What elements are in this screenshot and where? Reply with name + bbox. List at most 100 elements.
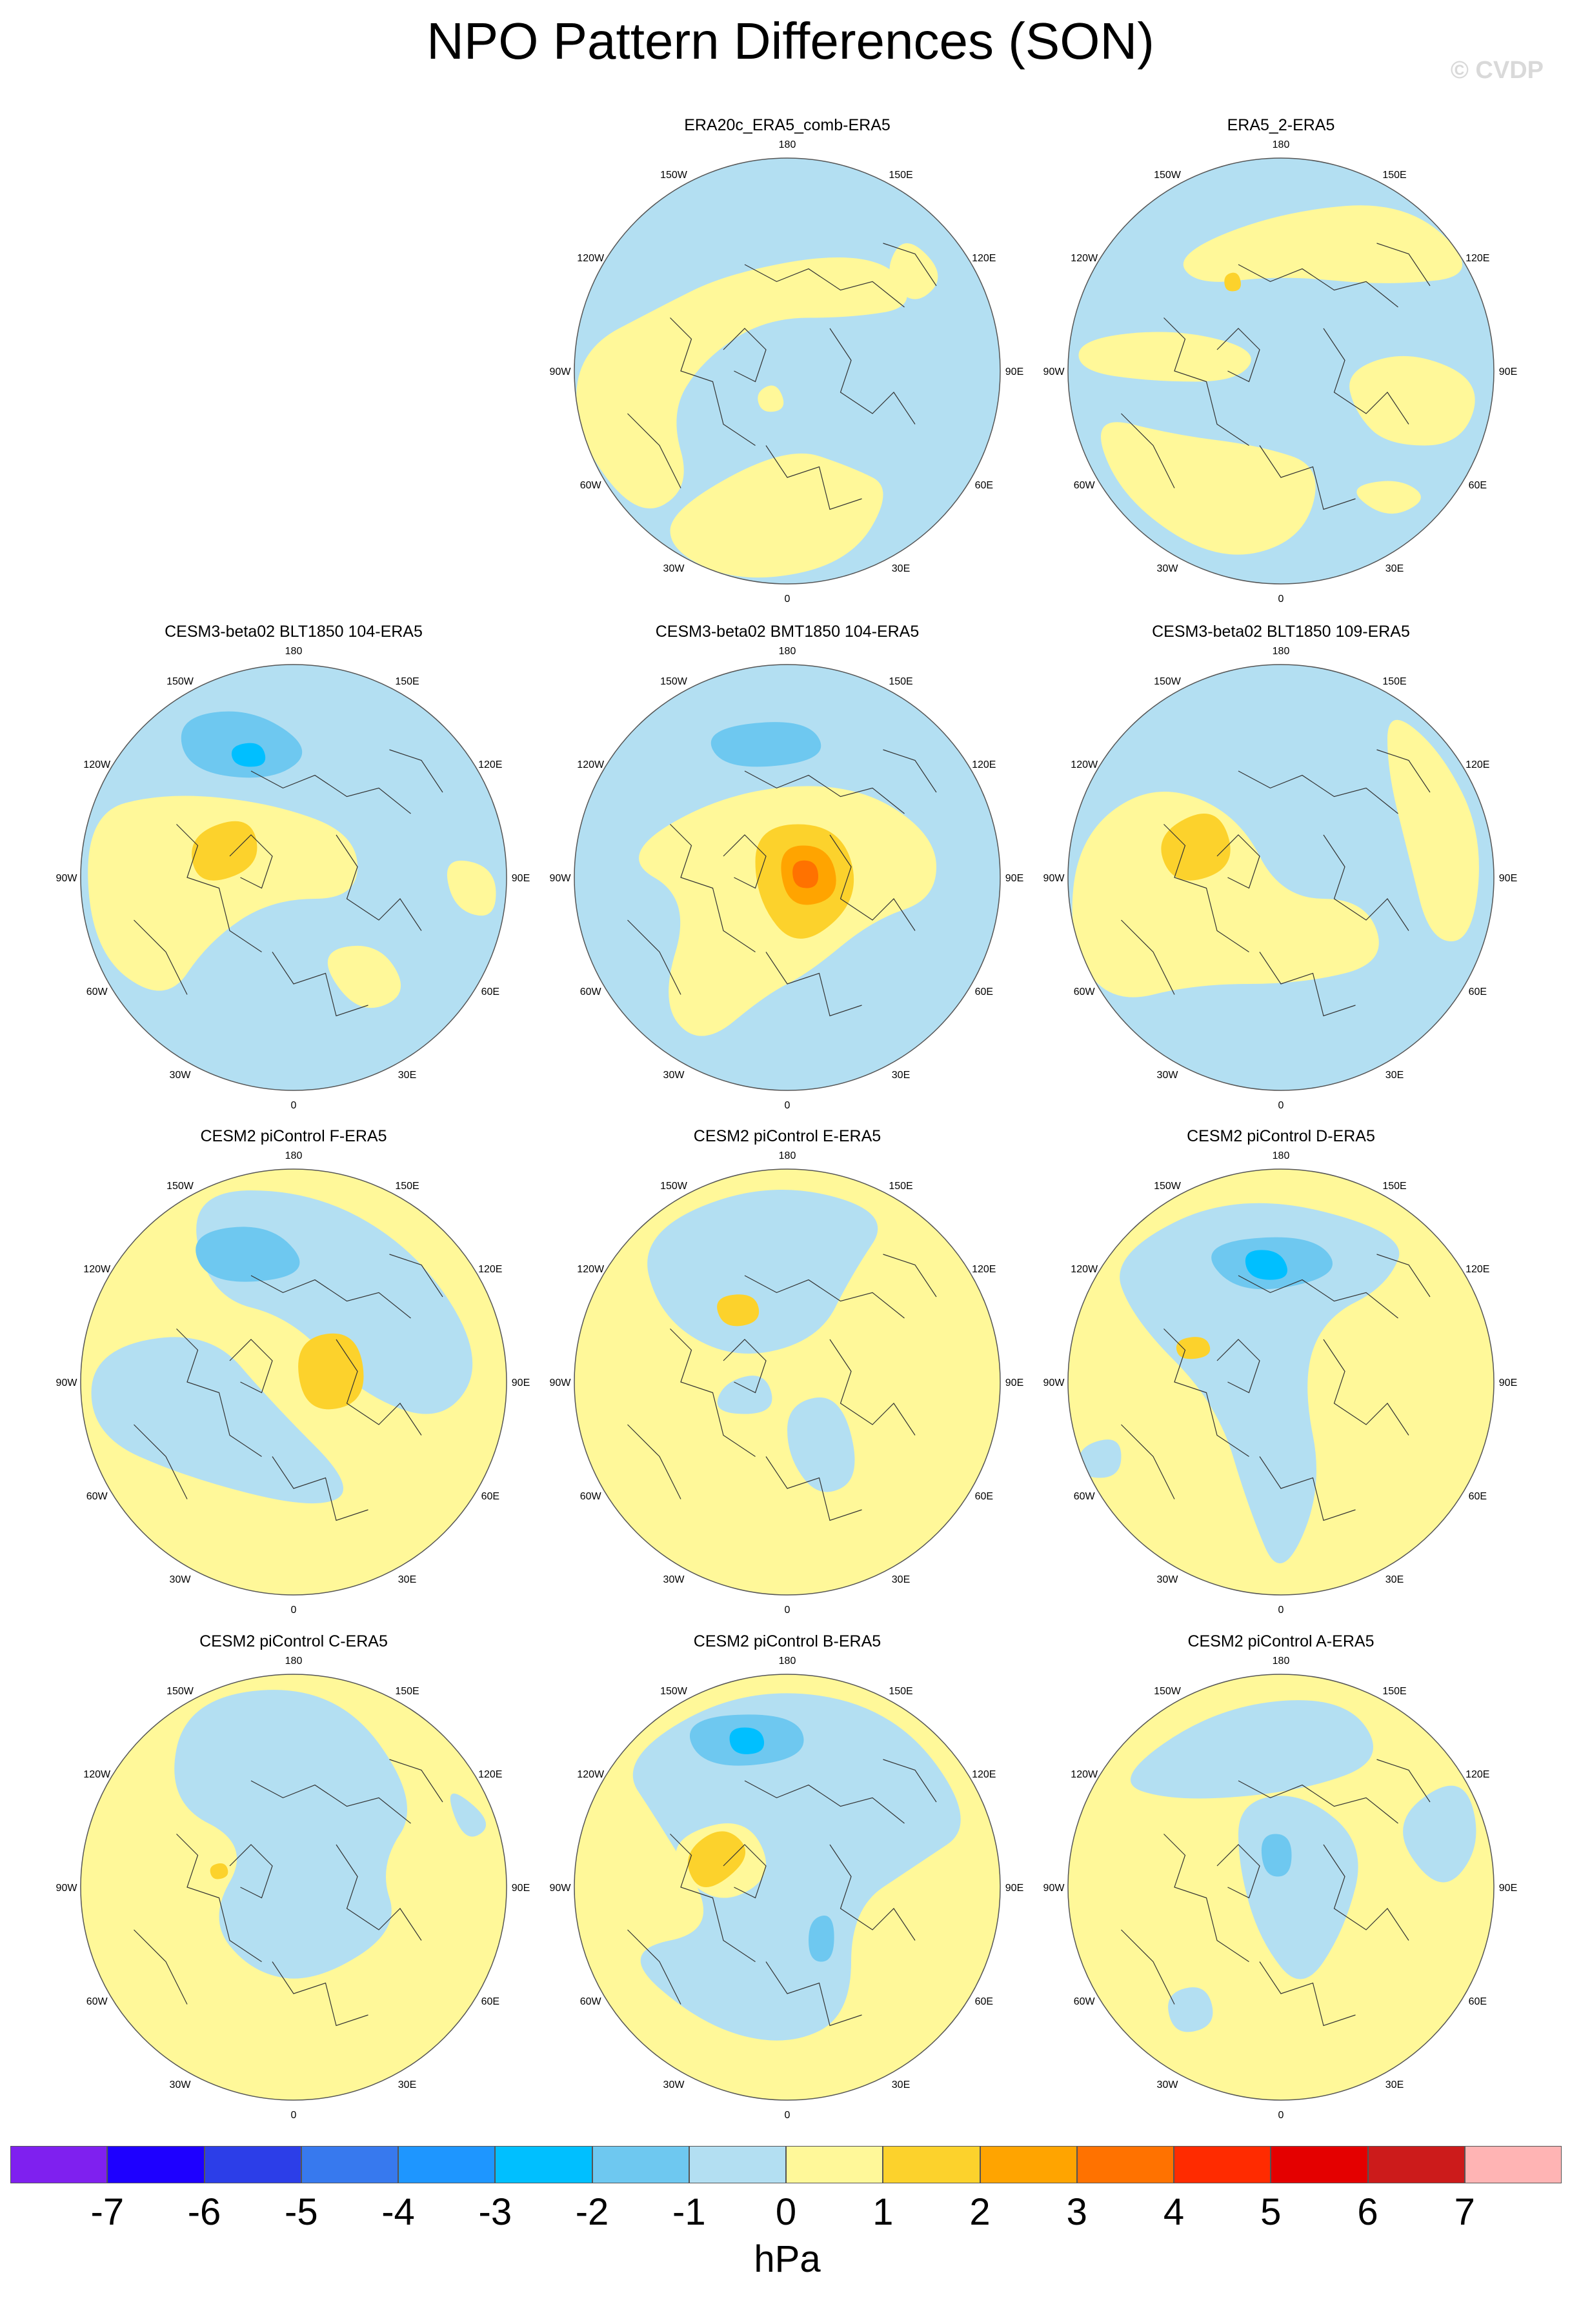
longitude-label: 60E: [975, 1491, 993, 1502]
coastline: [1376, 1759, 1431, 1803]
longitude-label: 90W: [1043, 873, 1065, 884]
longitude-label: 90W: [56, 1377, 78, 1388]
anomaly-region: [91, 1337, 343, 1504]
longitude-label: 90E: [1005, 366, 1023, 377]
longitude-label: 180: [1273, 1150, 1290, 1161]
panel-title: CESM2 piControl E-ERA5: [693, 1127, 881, 1145]
panel-title: ERA5_2-ERA5: [1227, 116, 1335, 134]
coastline: [1238, 770, 1398, 814]
panel-title: CESM2 piControl A-ERA5: [1187, 1632, 1375, 1650]
coastline: [1163, 1328, 1249, 1457]
polar-map: 180 150E 120E 90E 60E 30E 0 30W 60W 90W 120W 150W: [1043, 139, 1518, 605]
longitude-label: 180: [1273, 646, 1290, 657]
longitude-label: 30E: [1385, 1070, 1404, 1081]
anomaly-region: [758, 385, 784, 412]
longitude-label: 150W: [660, 676, 688, 687]
coastline: [1259, 952, 1356, 1017]
polar-map: 180 150E 120E 90E 60E 30E 0 30W 60W 90W 120W 150W: [56, 1150, 530, 1616]
anomaly-region: [1387, 719, 1479, 941]
coastline: [250, 1275, 411, 1319]
anomaly-region: [792, 860, 819, 888]
colorbar-tick-label: -2: [575, 2191, 609, 2233]
coastline: [1216, 1339, 1260, 1394]
longitude-label: 120E: [1465, 253, 1489, 264]
colorbar-swatch: [301, 2146, 399, 2183]
coastline: [670, 1328, 756, 1457]
coastline: [829, 328, 916, 425]
longitude-label: 180: [779, 1656, 796, 1667]
coastline: [250, 1780, 411, 1824]
longitude-label: 0: [785, 1100, 790, 1111]
coastline: [723, 1339, 767, 1394]
colorbar-swatch: [592, 2146, 689, 2183]
anomaly-region: [1078, 1439, 1122, 1478]
anomaly-region: [210, 1863, 228, 1879]
longitude-label: 90W: [550, 1377, 572, 1388]
longitude-label: 30W: [1157, 1070, 1179, 1081]
panel-title: CESM3-beta02 BLT1850 104-ERA5: [165, 623, 423, 641]
anomaly-region: [447, 860, 496, 916]
longitude-label: 60E: [1469, 480, 1487, 491]
anomaly-region: [1120, 1203, 1400, 1564]
longitude-label: 150W: [660, 1686, 688, 1697]
coastline: [1238, 1780, 1398, 1824]
anomaly-region: [787, 1397, 855, 1492]
longitude-label: 60E: [481, 987, 499, 997]
longitude-label: 60W: [1074, 480, 1096, 491]
coastline: [176, 1328, 262, 1457]
coastline: [229, 1844, 273, 1899]
longitude-label: 150E: [889, 170, 912, 181]
coastline: [1376, 243, 1431, 286]
anomaly-region: [450, 1793, 487, 1837]
longitude-label: 90E: [1499, 1377, 1517, 1388]
polar-map: 180 150E 120E 90E 60E 30E 0 30W 60W 90W 120W 150W: [550, 1656, 1024, 2121]
coastline: [883, 749, 937, 793]
longitude-label: 120E: [972, 1264, 996, 1275]
longitude-label: 30W: [663, 563, 685, 574]
coastline: [744, 1780, 905, 1824]
longitude-label: 30E: [398, 1574, 416, 1585]
coastline: [1259, 445, 1356, 510]
longitude-label: 120E: [1465, 1769, 1489, 1780]
colorbar-swatch: [883, 2146, 980, 2183]
polar-map: 180 150E 120E 90E 60E 30E 0 30W 60W 90W 120W 150W: [1043, 646, 1518, 1111]
longitude-label: 30E: [1385, 1574, 1404, 1585]
coastline: [272, 1961, 368, 2027]
colorbar-tick-label: -7: [90, 2191, 125, 2233]
coastline: [336, 834, 422, 931]
anomaly-region: [1183, 205, 1463, 283]
longitude-label: 60W: [1074, 1491, 1096, 1502]
colorbar-swatch: [689, 2146, 787, 2183]
colorbar-tick-label: 2: [969, 2191, 991, 2233]
longitude-label: 60E: [481, 1491, 499, 1502]
coastline: [229, 834, 273, 889]
longitude-label: 150W: [1154, 1686, 1182, 1697]
longitude-label: 150W: [660, 170, 688, 181]
longitude-label: 30E: [892, 563, 910, 574]
longitude-label: 90W: [1043, 366, 1065, 377]
longitude-label: 90E: [512, 873, 530, 884]
coastline: [1238, 264, 1398, 308]
longitude-label: 180: [285, 646, 303, 657]
coastline: [389, 1254, 443, 1297]
coastline: [1163, 1834, 1249, 1962]
longitude-label: 90W: [550, 873, 572, 884]
longitude-label: 150W: [166, 676, 194, 687]
anomaly-region: [1224, 272, 1241, 292]
colorbar-swatch: [786, 2146, 883, 2183]
colorbar-swatch: [980, 2146, 1077, 2183]
coastline: [744, 264, 905, 308]
longitude-label: 180: [779, 646, 796, 657]
colorbar-tick-label: -1: [672, 2191, 706, 2233]
anomaly-region: [809, 1916, 834, 1962]
polar-map: 180 150E 120E 90E 60E 30E 0 30W 60W 90W 120W 150W: [550, 139, 1024, 605]
coastline: [1323, 834, 1409, 931]
map-border: [1067, 157, 1495, 585]
colorbar-tick-label: -4: [381, 2191, 415, 2233]
panel-title: CESM2 piControl F-ERA5: [200, 1127, 387, 1145]
longitude-label: 120W: [1071, 253, 1098, 264]
longitude-label: 0: [785, 594, 790, 605]
anomaly-region: [1168, 1987, 1213, 2032]
anomaly-region: [710, 722, 821, 767]
colorbar-swatch: [495, 2146, 592, 2183]
